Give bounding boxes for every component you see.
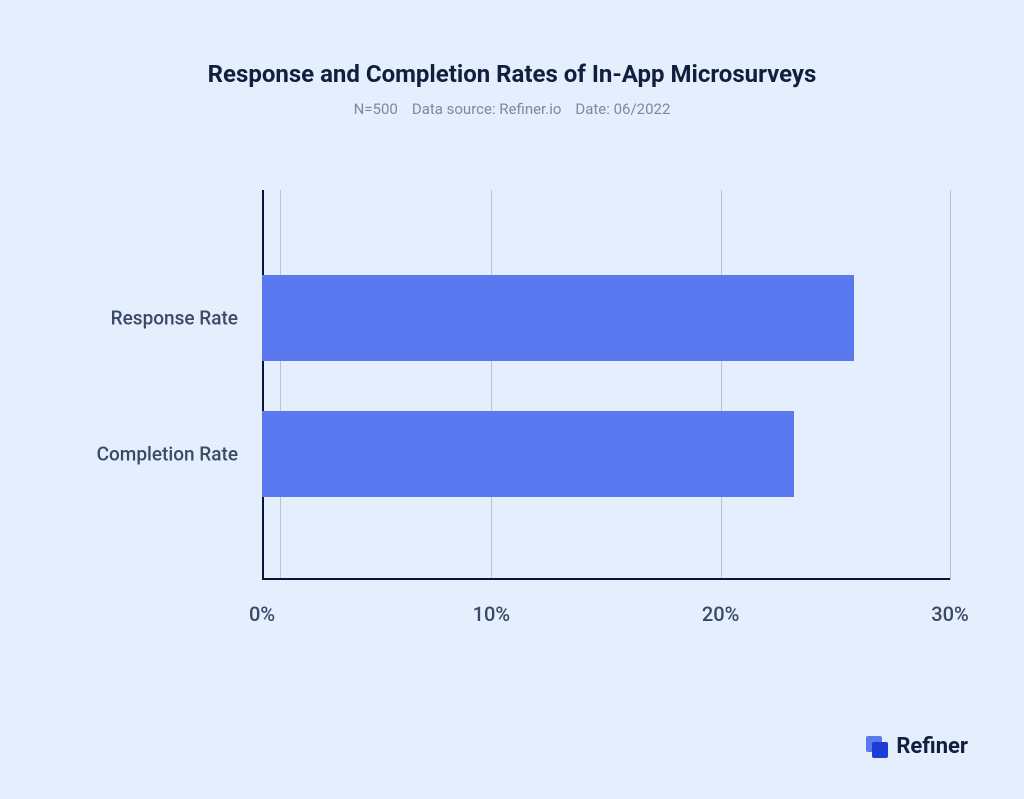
gridline xyxy=(950,190,951,580)
chart-canvas: Response and Completion Rates of In-App … xyxy=(0,0,1024,799)
y-category-label: Response Rate xyxy=(111,307,238,330)
bar xyxy=(262,411,794,497)
chart-title: Response and Completion Rates of In-App … xyxy=(0,60,1024,88)
plot-area: 0%10%20%30%Response RateCompletion Rate xyxy=(262,190,950,580)
gridline xyxy=(491,190,492,580)
gridline xyxy=(280,190,281,580)
brand: Refiner xyxy=(866,734,968,759)
brand-name: Refiner xyxy=(896,734,968,759)
subtitle-source: Data source: Refiner.io xyxy=(412,100,562,118)
x-axis-line xyxy=(262,578,950,580)
bar xyxy=(262,275,854,361)
x-tick-label: 10% xyxy=(473,602,510,626)
y-category-label: Completion Rate xyxy=(97,443,238,466)
x-tick-label: 0% xyxy=(249,602,275,626)
subtitle-date: Date: 06/2022 xyxy=(575,100,670,118)
chart-subtitle: N=500 Data source: Refiner.io Date: 06/2… xyxy=(0,100,1024,118)
x-tick-label: 30% xyxy=(931,602,968,626)
refiner-logo-icon xyxy=(866,736,888,758)
x-tick-label: 20% xyxy=(702,602,739,626)
gridline xyxy=(721,190,722,580)
y-axis-line xyxy=(262,190,264,580)
subtitle-n: N=500 xyxy=(354,100,398,118)
